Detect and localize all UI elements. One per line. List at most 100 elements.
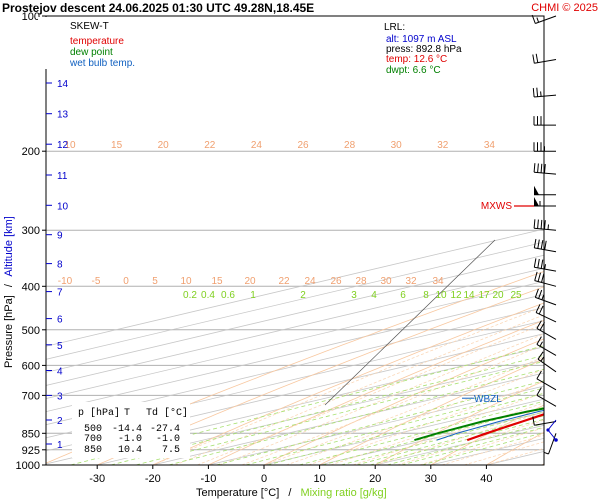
wind-barb — [532, 416, 557, 426]
table-row-500-td: -27.4 — [150, 424, 180, 435]
pressure-tick-label: 925 — [22, 445, 40, 457]
mixing-ratio-label: 20 — [492, 290, 504, 301]
mixing-ratio-label: 14 — [463, 290, 475, 301]
moist-adiabat — [397, 419, 544, 465]
dry-adiabat — [486, 431, 544, 465]
axes: 1002003004005006007008509251000123456789… — [16, 11, 493, 485]
pressure-tick-label: 400 — [22, 281, 40, 293]
dry-adiabat — [152, 302, 544, 465]
temperature-tick-label: -30 — [89, 473, 105, 485]
x-axis-label: Temperature [°C] — [196, 487, 279, 499]
table-row-700-p: 700 — [84, 434, 102, 445]
mixing-ratio-line — [168, 368, 544, 465]
isotherm-line — [46, 228, 544, 347]
isotherm-line — [152, 372, 544, 465]
altitude-tick-label: 3 — [57, 391, 63, 402]
mxws-label: MXWS — [481, 201, 512, 212]
mixing-ratio-label: 12 — [450, 290, 462, 301]
isotherm-line — [46, 280, 544, 399]
wind-barb — [535, 304, 557, 323]
wind-barb — [533, 258, 557, 272]
wind-barb — [543, 433, 557, 455]
theta-label-upper: 24 — [251, 140, 263, 151]
pressure-tick-label: 200 — [22, 146, 40, 158]
wind-barb — [534, 197, 556, 207]
pressure-tick-label: 700 — [22, 390, 40, 402]
theta-label-lower: 26 — [330, 276, 342, 287]
altitude-tick-label: 5 — [57, 341, 63, 352]
isotherm-line — [46, 333, 544, 452]
table-row-850-p: 850 — [84, 445, 102, 456]
y-axis-label: Pressure [hPa] — [3, 295, 15, 368]
temperature-tick-label: 0 — [261, 473, 267, 485]
wind-barb — [532, 53, 557, 64]
temperature-tick-label: 20 — [369, 473, 381, 485]
mixing-ratio-label: 0.4 — [201, 290, 215, 301]
theta-label-lower: 0 — [123, 276, 129, 287]
moist-adiabat — [263, 356, 544, 465]
lrl-title: LRL: — [384, 22, 405, 33]
grid-labels: -80-70-60-50-40-30-20-101015202224262830… — [58, 140, 534, 405]
isotherm-line — [46, 346, 544, 465]
pressure-tick-label: 100 — [22, 11, 40, 23]
wind-barb — [533, 116, 556, 126]
legend-title: SKEW-T — [70, 21, 109, 32]
mixing-ratio-line — [110, 354, 544, 465]
pressure-tick-label: 500 — [22, 325, 40, 337]
theta-label-lower: -5 — [92, 276, 101, 287]
mixing-ratio-line — [135, 360, 544, 465]
legend-wetbulb: wet bulb temp. — [69, 58, 135, 69]
summary-table: p [hPa] T Td [°C] 500 -14.4 -27.4 700 -1… — [72, 402, 190, 458]
mixing-ratio-label: 3 — [351, 290, 357, 301]
theta-label-lower: 5 — [152, 276, 158, 287]
credit-text: CHMI © 2025 — [531, 2, 598, 14]
legend-dewpoint: dew point — [70, 47, 113, 58]
table-header-t: T — [124, 408, 130, 419]
wind-barb — [536, 387, 557, 407]
altitude-tick-label: 4 — [57, 367, 63, 378]
altitude-tick-label: 1 — [57, 440, 63, 451]
altitude-tick-label: 7 — [57, 288, 63, 299]
temperature-tick-label: 40 — [480, 473, 492, 485]
dry-adiabat — [319, 358, 544, 465]
temperature-tick-label: -20 — [145, 473, 161, 485]
theta-label-upper: 22 — [204, 140, 216, 151]
wind-barb — [536, 336, 557, 356]
pressure-tick-label: 1000 — [16, 460, 40, 472]
theta-label-lower: 30 — [380, 276, 392, 287]
mixing-ratio-line — [421, 432, 544, 465]
parcel-line — [324, 239, 496, 406]
isotherm-line — [208, 385, 544, 465]
legend-temperature: temperature — [70, 36, 124, 47]
pressure-tick-label: 300 — [22, 225, 40, 237]
chart-title: Prostejov descent 24.06.2025 01:30 UTC 4… — [2, 1, 314, 15]
moist-adiabat — [419, 427, 544, 465]
table-row-500-t: -14.4 — [112, 424, 142, 435]
mixing-ratio-line — [386, 423, 544, 465]
y-axis-separator: / — [3, 283, 15, 287]
wind-barb — [536, 320, 557, 340]
mixing-ratio-label: 8 — [423, 290, 429, 301]
theta-label-upper: 15 — [111, 140, 123, 151]
table-row-850-td: 7.5 — [162, 445, 180, 456]
moist-adiabat — [197, 323, 544, 465]
moist-adiabat — [152, 306, 544, 465]
mixing-ratio-line — [356, 415, 544, 465]
altitude-tick-label: 6 — [57, 315, 63, 326]
theta-label-lower: 34 — [432, 276, 444, 287]
theta-label-upper: 26 — [297, 140, 309, 151]
wind-barb — [533, 163, 557, 175]
altitude-tick-label: 2 — [57, 416, 63, 427]
theta-label-lower: 22 — [278, 276, 290, 287]
pressure-tick-label: 600 — [22, 360, 40, 372]
wind-barb — [532, 87, 557, 98]
moist-adiabat — [308, 381, 544, 465]
wind-barbs — [531, 14, 558, 455]
theta-label-upper: 32 — [437, 140, 449, 151]
moist-adiabat — [174, 314, 544, 465]
lrl-alt: alt: 1097 m ASL — [386, 34, 457, 45]
table-header-td: Td [°C] — [146, 407, 188, 419]
theta-label-lower: 10 — [180, 276, 192, 287]
lrl-box: LRL: alt: 1097 m ASL press: 892.8 hPa te… — [382, 17, 475, 77]
